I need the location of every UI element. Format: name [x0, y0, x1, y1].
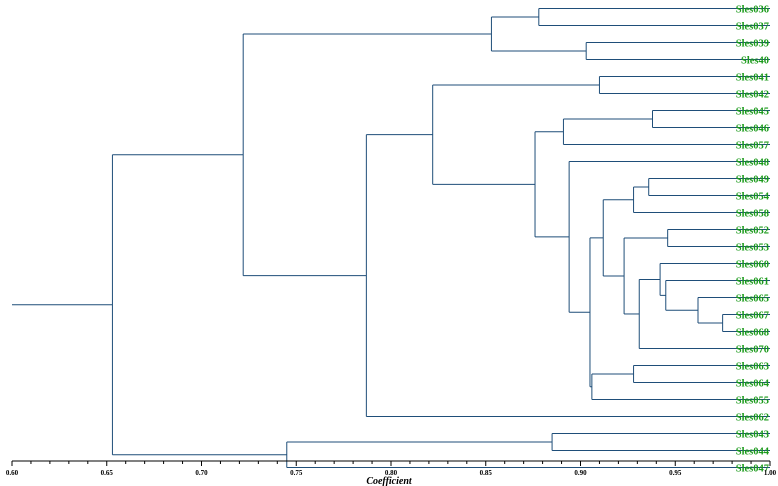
- leaf-label: Sles054: [736, 192, 770, 203]
- x-axis: 0.60 0.65 0.70 0.75 0.80 0.85 0.90 0.95 1.00 Coe…: [6, 460, 777, 486]
- x-axis-tick-label: 0.85: [480, 469, 493, 477]
- leaf-label: Sles058: [736, 209, 769, 220]
- x-axis-ticks: [11, 461, 771, 466]
- leaf-label: Sles047: [736, 464, 769, 475]
- leaf-label: Sles052: [736, 226, 769, 237]
- leaf-label: Sles039: [736, 39, 769, 50]
- x-axis-tick-label: 0.95: [669, 469, 682, 477]
- leaf-label: Sles044: [736, 447, 770, 458]
- leaf-label: Sles043: [736, 430, 769, 441]
- leaf-label: Sles057: [736, 141, 769, 152]
- x-axis-tick-label: 0.60: [6, 469, 19, 477]
- leaf-label: Sles046: [736, 124, 769, 135]
- leaf-label: Sles064: [736, 379, 770, 390]
- leaf-label: Sles042: [736, 90, 769, 101]
- x-axis-tick-labels: 0.60 0.65 0.70 0.75 0.80 0.85 0.90 0.95 1.00: [6, 469, 777, 477]
- leaf-label: Sles062: [736, 413, 769, 424]
- leaf-label: Sles060: [736, 260, 769, 271]
- x-axis-tick-label: 0.80: [385, 469, 398, 477]
- leaf-label: Sles053: [736, 243, 769, 254]
- x-axis-tick-label: 0.75: [290, 469, 303, 477]
- leaf-label: Sles037: [736, 22, 769, 33]
- x-axis-tick-label: 0.90: [574, 469, 587, 477]
- x-axis-tick-label: 1.00: [764, 469, 777, 477]
- x-axis-title: Coefficient: [366, 476, 413, 486]
- leaf-label: Sles049: [736, 175, 769, 186]
- leaf-label: Sles036: [736, 5, 769, 16]
- leaf-label: Sles065: [736, 294, 769, 305]
- leaf-label: Sles063: [736, 362, 769, 373]
- leaf-label: Sles061: [736, 277, 769, 288]
- leaf-label: Sles055: [736, 396, 769, 407]
- leaf-label: Sles045: [736, 107, 769, 118]
- leaf-label: Sles068: [736, 328, 769, 339]
- leaf-label: Sles067: [736, 311, 769, 322]
- dendrogram-branches: [12, 8, 770, 468]
- leaf-label: Sles041: [736, 73, 769, 84]
- leaf-label: Sles070: [736, 345, 769, 356]
- leaf-label: Sles40: [741, 56, 769, 67]
- x-axis-tick-label: 0.65: [101, 469, 114, 477]
- x-axis-tick-label: 0.70: [195, 469, 208, 477]
- leaf-label: Sles048: [736, 158, 769, 169]
- leaf-labels: Sles036 Sles037 Sles039 Sles40 Sles041 Sles04…: [736, 5, 770, 475]
